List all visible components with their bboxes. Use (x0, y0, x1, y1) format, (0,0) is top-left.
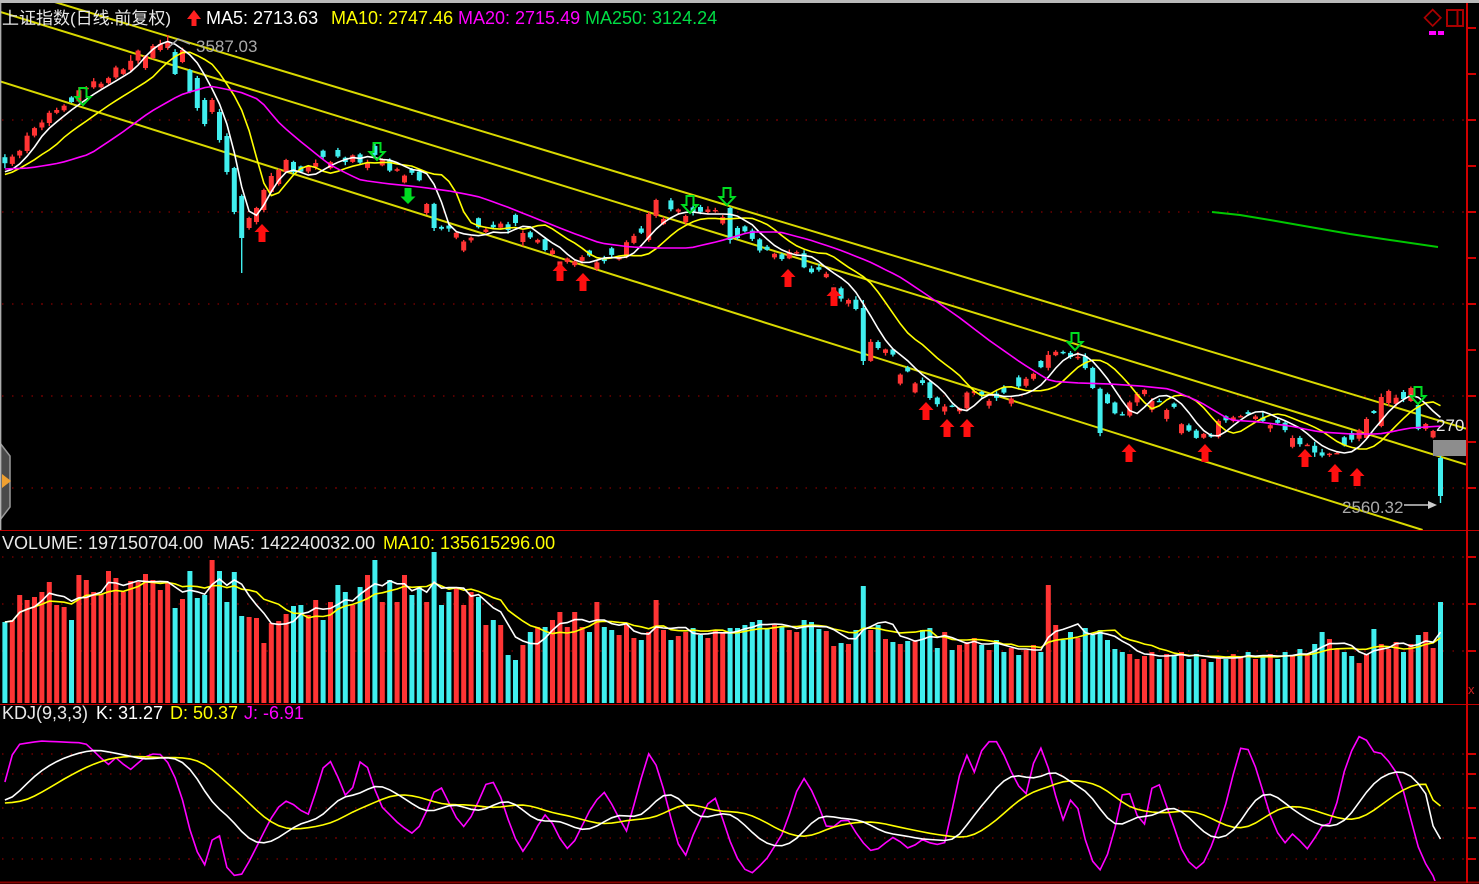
svg-text:2560.32: 2560.32 (1342, 498, 1403, 517)
svg-text:3587.03: 3587.03 (196, 37, 257, 56)
svg-text:270: 270 (1436, 416, 1464, 435)
svg-text:KDJ(9,3,3)K: 31.27D: 50.37J: -: KDJ(9,3,3) K: 31.27 D: 50.37 J: -6.91 (2, 703, 304, 723)
svg-text:x: x (1468, 682, 1475, 697)
